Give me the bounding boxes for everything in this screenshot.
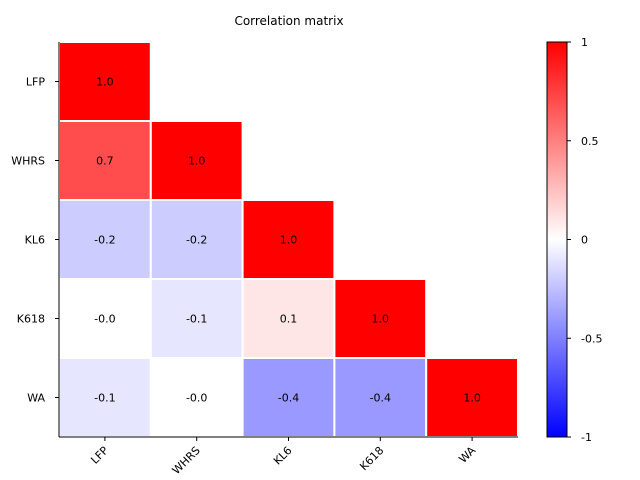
cell-label: -0.4 [278, 392, 299, 405]
cell-label: -0.0 [186, 392, 207, 405]
cell-label: -0.0 [94, 313, 115, 326]
x-tick-label: WA [456, 444, 478, 466]
colorbar-tick-label: 0.5 [581, 135, 599, 148]
x-axis-ticks: LFP WHRS KL6 K618 WA [88, 437, 479, 477]
cell-label: 1.0 [280, 234, 298, 247]
heatmap-cell-wa-whrs [149, 357, 244, 438]
y-axis-ticks: LFP WHRS KL6 K618 WA [11, 76, 59, 405]
cell-label: -0.2 [94, 234, 115, 247]
y-tick-label: KL6 [25, 234, 45, 247]
heatmap-cell-k618-whrs [149, 278, 244, 359]
cell-label: 0.7 [96, 155, 114, 168]
cell-label: -0.1 [94, 392, 115, 405]
cell-label: 1.0 [188, 155, 206, 168]
y-tick-label: WA [27, 392, 45, 405]
colorbar-tick-label: 1 [581, 36, 588, 49]
colorbar [546, 41, 568, 438]
cell-label: 1.0 [372, 313, 390, 326]
colorbar-tick-label: -0.5 [581, 332, 602, 345]
cell-label: 1.0 [96, 76, 114, 89]
x-tick-label: WHRS [170, 444, 203, 477]
x-tick-label: K618 [357, 444, 386, 473]
heatmap-cells: 1.0 0.7 1.0 -0.2 -0.2 1.0 -0.0 -0.1 0.1 1.0 -0.1 -0… [58, 41, 520, 438]
heatmap-cell-lfp-lfp [58, 41, 152, 122]
heatmap-cell-wa-k618 [333, 357, 428, 438]
y-tick-label: K618 [17, 313, 45, 326]
chart-title: Correlation matrix [234, 14, 343, 28]
cell-label: -0.2 [186, 234, 207, 247]
cell-label: -0.4 [370, 392, 391, 405]
heatmap-cell-kl6-kl6 [241, 199, 336, 280]
heatmap-cell-whrs-lfp [58, 120, 152, 201]
colorbar-tick-label: -1 [581, 431, 592, 444]
heatmap-cell-k618-k618 [333, 278, 428, 359]
y-tick-label: WHRS [11, 155, 45, 168]
x-tick-label: LFP [88, 444, 111, 467]
cell-label: 0.1 [280, 313, 298, 326]
colorbar-ticks: 1 0.5 0 -0.5 -1 [567, 36, 602, 444]
colorbar-tick-label: 0 [581, 234, 588, 247]
cell-label: 1.0 [463, 392, 481, 405]
cell-label: -0.1 [186, 313, 207, 326]
x-tick-label: KL6 [271, 444, 295, 468]
y-tick-label: LFP [26, 76, 45, 89]
